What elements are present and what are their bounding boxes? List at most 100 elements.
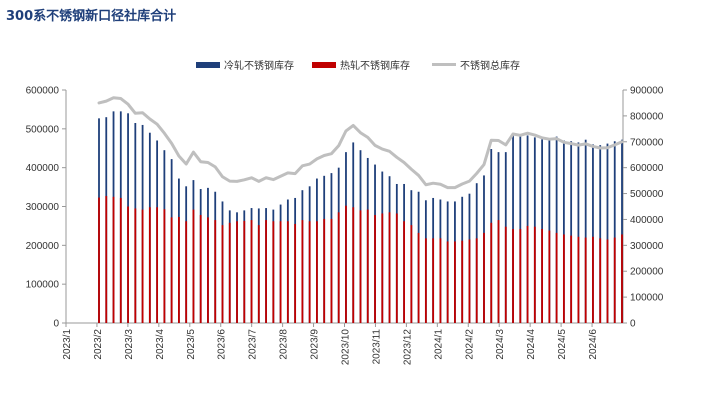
y-right-tick-label: 600000 [630,163,664,174]
bar-hot-rolled [337,212,340,323]
x-tick-label: 2023/11 [371,329,382,365]
bar-hot-rolled [345,205,347,323]
bar-hot-rolled [286,221,289,323]
legend-swatch-cold-rolled [196,61,220,68]
y-right-tick-label: 500000 [630,189,664,200]
bar-hot-rolled [454,241,456,323]
y-right-tick-label: 700000 [630,137,664,148]
bar-hot-rolled [548,230,551,323]
bar-hot-rolled [185,221,188,323]
bar-hot-rolled [214,220,217,323]
chart-legend: 冷轧不锈钢库存 热轧不锈钢库存 不锈钢总库存 [0,57,702,72]
bar-hot-rolled [388,212,391,323]
y-right-tick-label: 900000 [630,86,664,97]
x-tick-label: 2023/9 [310,329,321,360]
legend-item-hot-rolled: 热轧不锈钢库存 [312,57,410,72]
y-left-tick-label: 400000 [26,163,60,174]
bar-hot-rolled [403,221,405,323]
x-tick-label: 2024/4 [526,329,537,360]
bar-hot-rolled [199,215,202,323]
bar-hot-rolled [243,220,246,323]
x-tick-label: 2023/5 [186,329,197,360]
bar-hot-rolled [461,240,464,323]
y-right-tick-label: 800000 [630,111,664,122]
bar-hot-rolled [519,229,522,323]
x-tick-label: 2023/1 [62,329,73,360]
y-left-tick-label: 0 [53,319,59,330]
y-right-tick-label: 100000 [630,293,664,304]
bar-hot-rolled [359,210,362,323]
bar-hot-rolled [483,232,485,323]
legend-label-hot-rolled: 热轧不锈钢库存 [340,61,410,72]
bar-cold-rolled [577,142,580,323]
bar-hot-rolled [272,221,275,323]
bar-hot-rolled [207,217,209,323]
bar-hot-rolled [236,221,238,323]
bar-hot-rolled [468,239,471,323]
bar-hot-rolled [257,225,260,323]
bar-hot-rolled [170,217,173,323]
bar-hot-rolled [555,232,558,323]
bar-cold-rolled [555,136,558,323]
bar-hot-rolled [148,207,151,323]
y-left-tick-label: 600000 [26,86,60,97]
bar-hot-rolled [570,235,573,323]
bar-hot-rolled [504,226,507,323]
x-tick-label: 2023/6 [217,329,228,360]
bar-hot-rolled [141,209,144,323]
x-tick-label: 2023/2 [93,329,104,360]
bar-hot-rolled [98,197,100,323]
bar-hot-rolled [127,206,129,323]
bar-hot-rolled [323,218,326,323]
bar-hot-rolled [592,236,594,323]
x-tick-label: 2024/1 [433,329,444,360]
y-left-tick-label: 300000 [26,202,60,213]
legend-item-cold-rolled: 冷轧不锈钢库存 [196,57,294,72]
bar-cold-rolled [584,139,587,323]
x-tick-label: 2024/6 [588,329,599,360]
legend-label-cold-rolled: 冷轧不锈钢库存 [224,61,294,72]
y-right-tick-label: 400000 [630,215,664,226]
bar-hot-rolled [577,236,580,323]
bar-hot-rolled [410,225,413,323]
bar-hot-rolled [105,196,108,323]
bar-hot-rolled [316,221,318,323]
legend-item-total: 不锈钢总库存 [432,57,520,72]
bar-hot-rolled [381,213,384,323]
bar-hot-rolled [417,232,420,323]
bar-cold-rolled [570,141,573,323]
bar-cold-rolled [562,140,565,323]
y-right-tick-label: 200000 [630,267,664,278]
bar-hot-rolled [265,220,267,323]
bar-hot-rolled [446,241,449,323]
legend-label-total: 不锈钢总库存 [460,61,520,72]
bar-cold-rolled [599,145,602,323]
bar-hot-rolled [352,207,355,323]
bar-hot-rolled [294,223,297,323]
x-tick-label: 2023/4 [155,329,166,360]
y-left-tick-label: 500000 [26,124,60,135]
bar-hot-rolled [497,220,500,323]
bar-hot-rolled [250,220,253,323]
x-tick-label: 2023/10 [341,329,352,366]
legend-swatch-total [432,63,456,66]
bar-cold-rolled [512,133,514,323]
bar-cold-rolled [613,141,616,323]
bar-hot-rolled [301,220,304,323]
y-right-tick-label: 300000 [630,241,664,252]
bar-hot-rolled [526,225,529,323]
bar-hot-rolled [475,238,478,323]
bar-hot-rolled [178,216,180,323]
bar-hot-rolled [533,226,536,323]
x-tick-label: 2024/2 [464,329,475,360]
x-tick-label: 2023/7 [248,329,259,360]
bar-hot-rolled [432,238,435,323]
bar-hot-rolled [366,209,369,323]
bar-hot-rolled [163,209,166,323]
bar-hot-rolled [119,197,122,323]
bar-hot-rolled [221,225,224,323]
bar-hot-rolled [192,209,195,323]
bar-hot-rolled [562,234,565,323]
bar-hot-rolled [606,239,609,323]
